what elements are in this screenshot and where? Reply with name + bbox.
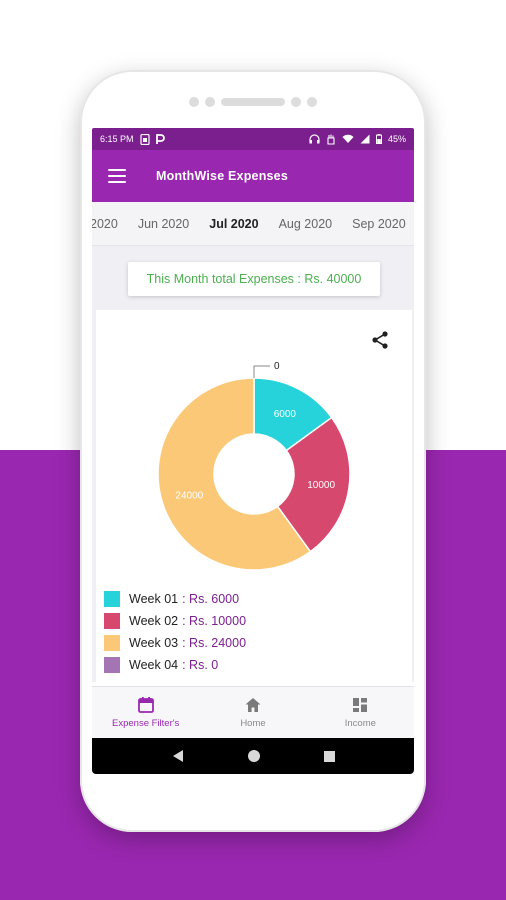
legend-swatch [104, 657, 120, 673]
phone-frame: 6:15 PM 45% MonthWise Expenses 2020 Jun … [80, 70, 426, 832]
legend-value: : Rs. 6000 [182, 592, 240, 606]
back-icon[interactable] [171, 749, 185, 763]
sensor-dot [307, 97, 317, 107]
nav-expense-filters[interactable]: Expense Filter's [92, 687, 199, 738]
p-icon [155, 133, 165, 144]
headset-icon [309, 134, 320, 144]
front-camera [291, 97, 301, 107]
donut-slice-2 [276, 416, 351, 553]
donut-slice-3 [157, 377, 312, 570]
legend-item-week-02: Week 02 : Rs. 10000 [104, 610, 246, 632]
legend-label: Week 04 [129, 658, 179, 672]
hand-icon [327, 134, 335, 145]
nav-income[interactable]: Income [307, 687, 414, 738]
battery-icon [375, 134, 382, 144]
chart-card: 6000 10000 24000 0 Week 01 : Rs. 6000 Week … [96, 310, 412, 690]
legend-swatch [104, 613, 120, 629]
nav-label: Home [240, 718, 266, 729]
legend-label: Week 03 [129, 636, 179, 650]
status-time: 6:15 PM [100, 134, 134, 144]
sensor-dot [189, 97, 199, 107]
tab-month[interactable]: Sep 2020 [352, 216, 406, 231]
home-button-icon[interactable] [247, 749, 261, 763]
speaker-grille [221, 98, 285, 106]
legend-value: : Rs. 0 [182, 658, 219, 672]
nav-label: Expense Filter's [112, 718, 180, 729]
chart-legend: Week 01 : Rs. 6000 Week 02 : Rs. 10000 W… [104, 588, 246, 676]
calendar-icon [137, 697, 154, 713]
legend-swatch [104, 591, 120, 607]
slice-data-label: 10000 [307, 480, 335, 491]
system-navigation-bar [92, 738, 414, 774]
wifi-icon [342, 134, 354, 143]
legend-item-week-03: Week 03 : Rs. 24000 [104, 632, 246, 654]
bottom-navigation: Expense Filter's Home Income [92, 686, 414, 738]
month-tabs[interactable]: 2020 Jun 2020 Jul 2020 Aug 2020 Sep 2020 [92, 202, 414, 246]
app-bar: MonthWise Expenses [92, 150, 414, 202]
sensor-dot [205, 97, 215, 107]
menu-icon[interactable] [108, 169, 126, 183]
battery-percent: 45% [387, 134, 406, 144]
legend-item-week-04: Week 04 : Rs. 0 [104, 654, 246, 676]
sim-icon [139, 133, 150, 145]
phone-top-sensors [80, 96, 426, 108]
tab-month[interactable]: Jun 2020 [137, 216, 190, 231]
slice-data-label: 6000 [274, 409, 297, 420]
legend-value: : Rs. 10000 [182, 614, 247, 628]
slice-data-label: 0 [274, 361, 280, 372]
legend-item-week-01: Week 01 : Rs. 6000 [104, 588, 246, 610]
app-title: MonthWise Expenses [156, 169, 288, 183]
share-icon[interactable] [370, 330, 390, 350]
total-expenses-text: This Month total Expenses : Rs. 40000 [146, 272, 362, 286]
phone-screen: 6:15 PM 45% MonthWise Expenses 2020 Jun … [92, 128, 414, 774]
nav-label: Income [344, 718, 376, 729]
signal-icon [360, 134, 370, 144]
tab-month[interactable]: Aug 2020 [278, 216, 333, 231]
total-expenses-box: This Month total Expenses : Rs. 40000 [128, 262, 380, 296]
nav-home[interactable]: Home [199, 687, 306, 738]
zero-slice-leader-line [253, 365, 270, 378]
status-bar: 6:15 PM 45% [92, 128, 414, 150]
tab-month[interactable]: 2020 [92, 216, 118, 231]
recents-icon[interactable] [323, 750, 336, 763]
slice-data-label: 24000 [175, 491, 203, 502]
dashboard-icon [353, 698, 368, 712]
tab-month-active[interactable]: Jul 2020 [209, 216, 259, 231]
legend-swatch [104, 635, 120, 651]
main-content: This Month total Expenses : Rs. 40000 60… [92, 246, 414, 690]
home-icon [245, 698, 261, 712]
donut-chart: 6000 10000 24000 0 [157, 361, 351, 570]
legend-label: Week 01 [129, 592, 179, 606]
legend-value: : Rs. 24000 [182, 636, 247, 650]
legend-label: Week 02 [129, 614, 179, 628]
